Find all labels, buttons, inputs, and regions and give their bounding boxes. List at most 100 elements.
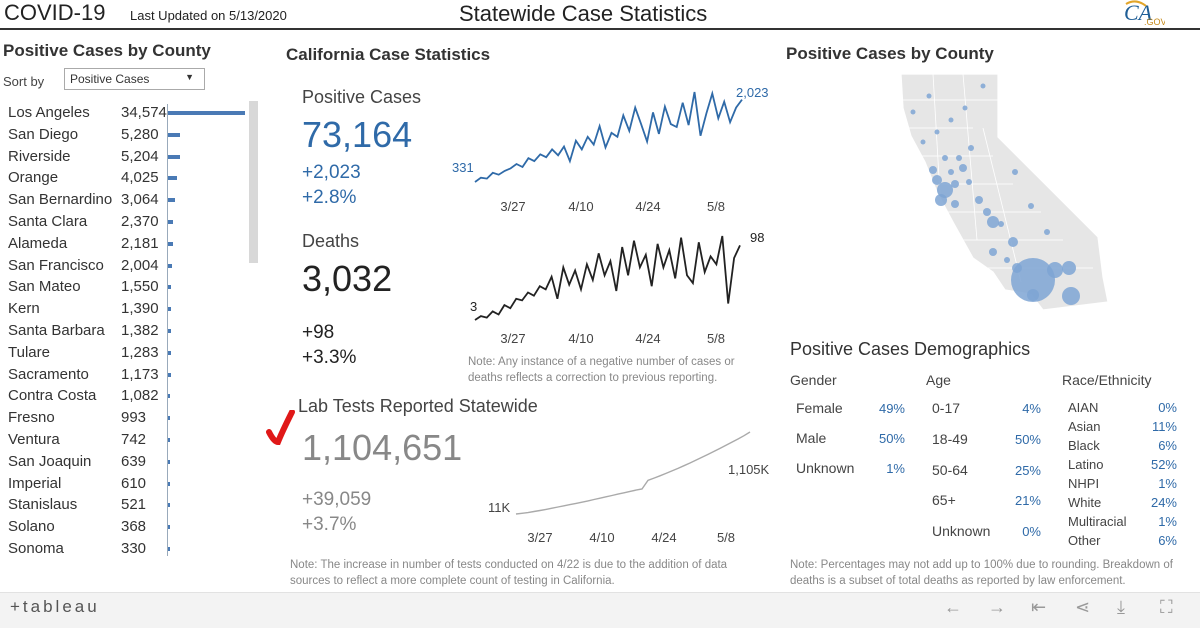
county-bubble[interactable] (935, 194, 947, 206)
county-bubble[interactable] (951, 180, 959, 188)
county-bubble[interactable] (975, 196, 983, 204)
positive-cases-delta: +2,023 (302, 162, 361, 183)
county-bubble[interactable] (948, 169, 954, 175)
county-bar (168, 503, 170, 508)
county-bar (168, 438, 170, 442)
county-bar (168, 220, 174, 224)
county-row[interactable]: Solano 368 (0, 516, 250, 537)
county-bubble[interactable] (998, 221, 1004, 227)
county-bubble[interactable] (1028, 203, 1034, 209)
county-bubble[interactable] (980, 83, 986, 89)
race-label: Other (1068, 533, 1101, 548)
race-header: Race/Ethnicity (1062, 372, 1152, 388)
county-bubble[interactable] (1062, 261, 1076, 275)
county-row[interactable]: Stanislaus 521 (0, 494, 250, 515)
county-bubble[interactable] (920, 139, 926, 145)
brand-title: COVID-19 (4, 0, 106, 25)
tableau-logo[interactable]: +tableau (10, 597, 100, 616)
county-list[interactable]: Los Angeles 34,574 San Diego 5,280 Riverside… (0, 102, 250, 558)
county-bubble[interactable] (956, 155, 962, 161)
county-bubble[interactable] (1004, 257, 1010, 263)
county-row[interactable]: Imperial 610 (0, 473, 250, 494)
fullscreen-icon[interactable]: ⛶ (1160, 597, 1173, 617)
positive-cases-chart: 3/27 4/10 4/24 5/8 331 2,023 (452, 85, 769, 214)
county-row[interactable]: Riverside 5,204 (0, 146, 250, 167)
county-row[interactable]: Fresno 993 (0, 407, 250, 428)
svg-text:.GOV: .GOV (1144, 17, 1165, 27)
county-row[interactable]: San Joaquin 639 (0, 451, 250, 472)
deaths-label: Deaths (302, 231, 360, 251)
lab-tests-total: 1,104,651 (302, 427, 463, 468)
county-bubble[interactable] (962, 105, 968, 111)
gender-label: Female (796, 400, 843, 416)
end-value-label: 2,023 (736, 85, 769, 100)
county-row[interactable]: Contra Costa 1,082 (0, 385, 250, 406)
county-name: San Bernardino (8, 191, 113, 209)
back-arrow-icon[interactable]: ← (944, 597, 962, 617)
county-bubble[interactable] (1027, 289, 1039, 301)
county-bubble[interactable] (987, 216, 999, 228)
share-icon[interactable]: ⋖ (1075, 597, 1091, 617)
forward-arrow-icon[interactable]: → (988, 597, 1006, 617)
county-bubble[interactable] (910, 109, 916, 115)
download-icon[interactable]: ⤓ (1117, 597, 1125, 617)
county-row[interactable]: Tulare 1,283 (0, 342, 250, 363)
x-tick-label: 4/24 (635, 199, 660, 214)
county-row[interactable]: Santa Clara 2,370 (0, 211, 250, 232)
county-name: Fresno (8, 409, 55, 427)
county-row[interactable]: San Diego 5,280 (0, 124, 250, 145)
county-bubble[interactable] (966, 179, 972, 185)
county-bubble[interactable] (929, 166, 937, 174)
county-value: 742 (121, 431, 147, 448)
county-row[interactable]: San Mateo 1,550 (0, 276, 250, 297)
ca-gov-logo[interactable]: CA .GOV (1120, 0, 1165, 28)
county-row[interactable]: Santa Barbara 1,382 (0, 320, 250, 341)
county-bar (168, 394, 171, 399)
county-bubble[interactable] (1062, 287, 1080, 305)
county-row[interactable]: Kern 1,390 (0, 298, 250, 319)
county-bubble[interactable] (989, 248, 997, 256)
county-row[interactable]: Sonoma 330 (0, 538, 250, 558)
county-bubble[interactable] (948, 117, 954, 123)
county-bubble[interactable] (1011, 258, 1055, 302)
race-pct: 6% (1158, 438, 1177, 453)
county-list-scrollbar[interactable] (249, 101, 258, 263)
california-county-map[interactable] (893, 72, 1123, 322)
county-row[interactable]: San Bernardino 3,064 (0, 189, 250, 210)
sort-dropdown[interactable]: Positive Cases ▼ (64, 68, 205, 90)
county-bubble[interactable] (983, 208, 991, 216)
county-bubble[interactable] (1047, 262, 1063, 278)
lab-tests-delta: +39,059 (302, 489, 372, 510)
county-row[interactable]: Los Angeles 34,574 (0, 102, 250, 123)
county-bar (168, 372, 171, 377)
county-value: 639 (121, 452, 147, 470)
county-bubble[interactable] (951, 200, 959, 208)
county-row[interactable]: Sacramento 1,173 (0, 364, 250, 385)
lab-tests-label: Lab Tests Reported Statewide (298, 396, 538, 416)
county-bubble[interactable] (926, 93, 932, 99)
gender-pct: 50% (878, 431, 905, 446)
county-bubble[interactable] (1044, 229, 1050, 235)
county-bubble[interactable] (1012, 169, 1018, 175)
lab-tests-pct: +3.7% (302, 514, 357, 535)
county-bubble[interactable] (968, 145, 974, 151)
age-pct: 0% (1022, 524, 1041, 539)
county-bubble[interactable] (932, 175, 942, 185)
red-check-mark (266, 410, 295, 446)
race-label: NHPI (1068, 476, 1100, 491)
county-name: San Joaquin (8, 452, 92, 470)
county-row[interactable]: Orange 4,025 (0, 167, 250, 188)
first-page-icon[interactable]: ⇤ (1031, 597, 1047, 617)
county-bubble[interactable] (1008, 237, 1018, 247)
county-bubble[interactable] (1012, 263, 1022, 273)
x-tick-label: 5/8 (707, 199, 725, 214)
chevron-down-icon: ▼ (185, 72, 194, 82)
county-bubble[interactable] (934, 129, 940, 135)
county-bubble[interactable] (942, 155, 948, 161)
county-row[interactable]: Ventura 742 (0, 429, 250, 450)
last-updated: Last Updated on 5/13/2020 (130, 8, 287, 23)
county-bar (168, 481, 170, 486)
county-bubble[interactable] (959, 164, 967, 172)
county-row[interactable]: San Francisco 2,004 (0, 255, 250, 276)
county-row[interactable]: Alameda 2,181 (0, 233, 250, 254)
